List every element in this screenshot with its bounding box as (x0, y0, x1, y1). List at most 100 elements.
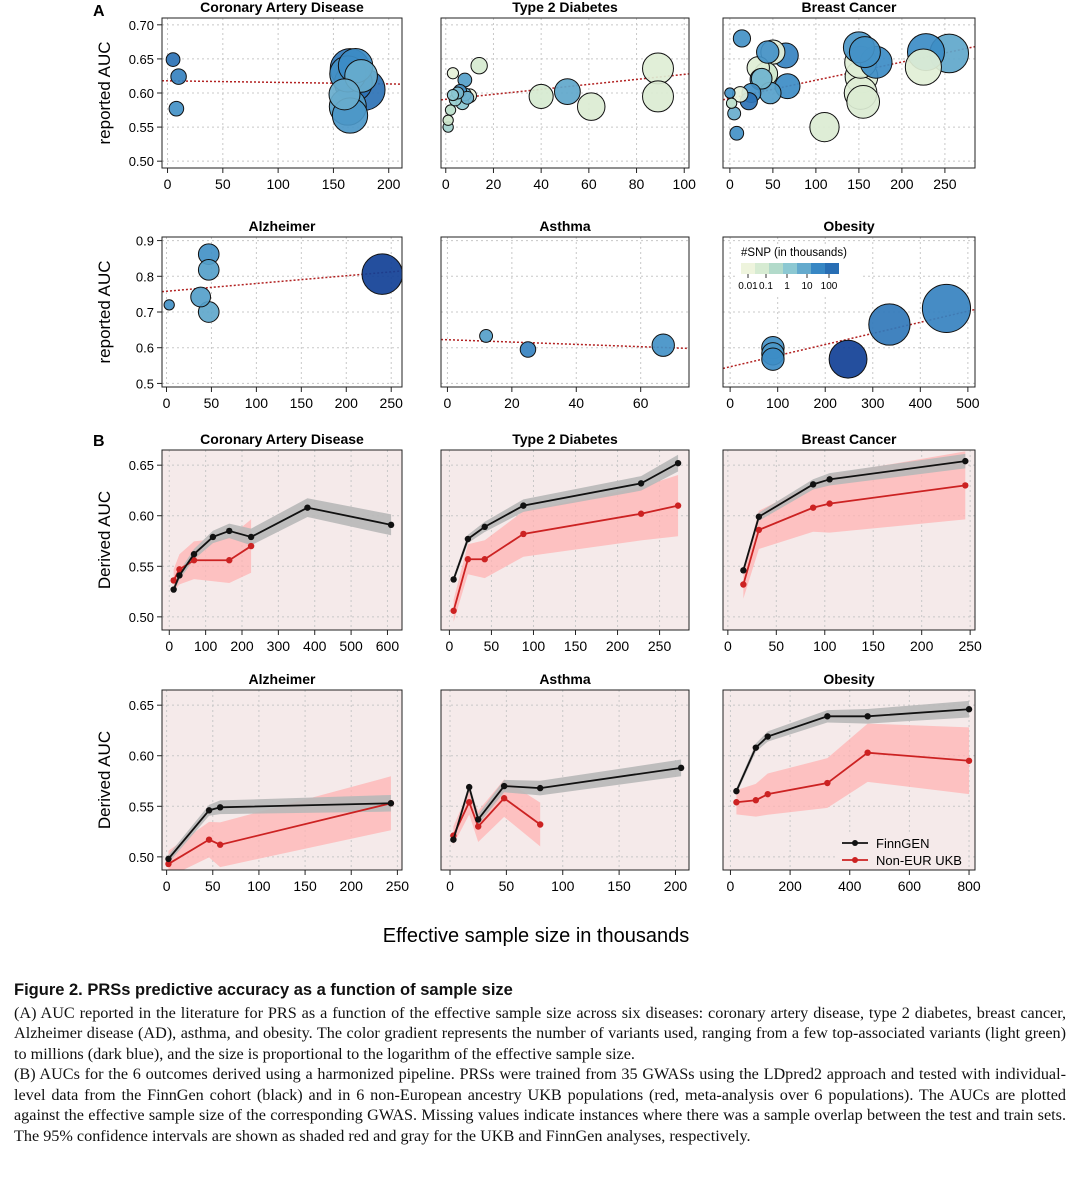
y-tick-label: 0.50 (129, 850, 154, 865)
data-point (190, 286, 212, 308)
series-point (226, 527, 233, 535)
x-tick-label: 200 (230, 638, 254, 654)
snp-legend-tick-label: 0.1 (759, 281, 773, 292)
series-line (735, 708, 970, 792)
plot-frame (722, 449, 976, 631)
x-tick-label: 100 (247, 878, 271, 894)
y-tick-label: 0.65 (129, 698, 154, 713)
x-tick-label: 0 (446, 638, 454, 654)
series-point (304, 504, 311, 511)
plot-area (723, 283, 975, 379)
snp-legend-swatch (741, 263, 755, 274)
data-point (868, 303, 911, 346)
data-point (725, 97, 738, 109)
chart-1: Coronary Artery Disease 0 50 100 150 200 0.50 0… (95, 0, 403, 192)
x-tick-label: 100 (522, 638, 546, 654)
x-tick-label: 250 (386, 878, 410, 894)
chart-8: Type 2 Diabetes 0 50 100 150 200 250 (440, 431, 690, 654)
series-legend-label: FinnGEN (876, 836, 929, 851)
snp-legend-title: #SNP (in thousands) (741, 247, 847, 259)
series-point (475, 816, 482, 823)
chart-title: Obesity (823, 218, 875, 234)
figure-xlabel: Effective sample size in thousands (383, 925, 689, 947)
plot-area (162, 243, 402, 323)
x-tick-label: 50 (484, 638, 500, 654)
x-tick-label: 80 (629, 176, 645, 192)
series-point (637, 510, 645, 517)
snp-legend-swatch (811, 263, 825, 274)
x-tick-label: 20 (504, 395, 520, 411)
series-point (764, 733, 771, 740)
y-tick-label: 0.55 (129, 559, 154, 574)
plot-frame (722, 689, 976, 871)
x-tick-label: 50 (765, 176, 781, 192)
plot-area (165, 776, 395, 870)
caption-paragraph-b: (B) AUCs for the 6 outcomes derived usin… (14, 1065, 1066, 1145)
chart-5: Asthma 0 20 40 60 (440, 218, 690, 411)
snp-legend-swatch (769, 263, 783, 274)
series-point (209, 533, 217, 541)
series-point (247, 533, 255, 541)
y-tick-label: 0.6 (136, 341, 154, 356)
chart-title: Alzheimer (249, 218, 316, 234)
ci-band (736, 700, 970, 795)
x-tick-label: 0 (726, 395, 734, 411)
series-point (752, 744, 760, 751)
y-axis-label: Derived AUC (95, 491, 114, 589)
series-point (450, 576, 457, 583)
plot-frame (440, 689, 690, 871)
x-tick-label: 50 (205, 878, 221, 894)
plot-frame (161, 689, 403, 871)
x-tick-label: 400 (303, 638, 327, 654)
series-point (226, 557, 233, 564)
x-tick-label: 150 (564, 638, 588, 654)
data-point (809, 111, 840, 143)
data-point (442, 114, 454, 126)
data-point (642, 52, 674, 85)
x-tick-label: 150 (322, 176, 346, 192)
snp-legend-tick-label: 10 (801, 281, 813, 292)
y-tick-label: 0.65 (129, 52, 154, 67)
y-tick-label: 0.65 (129, 458, 154, 473)
x-tick-label: 200 (890, 176, 914, 192)
plot-area (450, 454, 682, 622)
data-point (729, 125, 745, 141)
series-point (637, 480, 645, 487)
plot-frame (440, 449, 690, 631)
series-point (674, 459, 682, 467)
snp-legend-swatch (825, 263, 839, 274)
series-point (165, 855, 172, 863)
x-tick-label: 100 (551, 878, 575, 894)
series-point (755, 526, 763, 534)
ci-band (168, 794, 391, 863)
x-tick-label: 0 (163, 395, 171, 411)
panel-label-a: A (93, 3, 105, 20)
x-tick-label: 50 (204, 395, 220, 411)
y-tick-label: 0.8 (136, 269, 154, 284)
caption-paragraph-a: (A) AUC reported in the literature for P… (14, 1003, 1066, 1063)
x-tick-label: 150 (862, 638, 886, 654)
series-point (216, 841, 224, 848)
series-legend-label: Non-EUR UKB (876, 853, 962, 868)
x-tick-label: 150 (607, 878, 631, 894)
series-point (387, 521, 395, 529)
x-tick-label: 150 (290, 395, 314, 411)
data-point (444, 104, 457, 116)
chart-title: Asthma (539, 218, 591, 234)
data-point (163, 299, 175, 311)
x-tick-label: 100 (766, 395, 790, 411)
y-tick-label: 0.55 (129, 799, 154, 814)
plot-area (441, 328, 689, 358)
series-point (809, 504, 817, 511)
chart-3: Breast Cancer 0 50 100 150 200 250 (722, 0, 976, 192)
data-point (328, 78, 361, 111)
x-tick-label: 100 (245, 395, 269, 411)
x-tick-label: 200 (814, 395, 838, 411)
series-legend: FinnGEN Non-EUR UKB (836, 833, 968, 869)
data-point (642, 80, 674, 113)
series-point (520, 530, 527, 538)
x-tick-label: 0 (446, 878, 454, 894)
x-tick-label: 600 (898, 878, 922, 894)
series-point (733, 787, 740, 795)
plot-frame (440, 236, 690, 388)
